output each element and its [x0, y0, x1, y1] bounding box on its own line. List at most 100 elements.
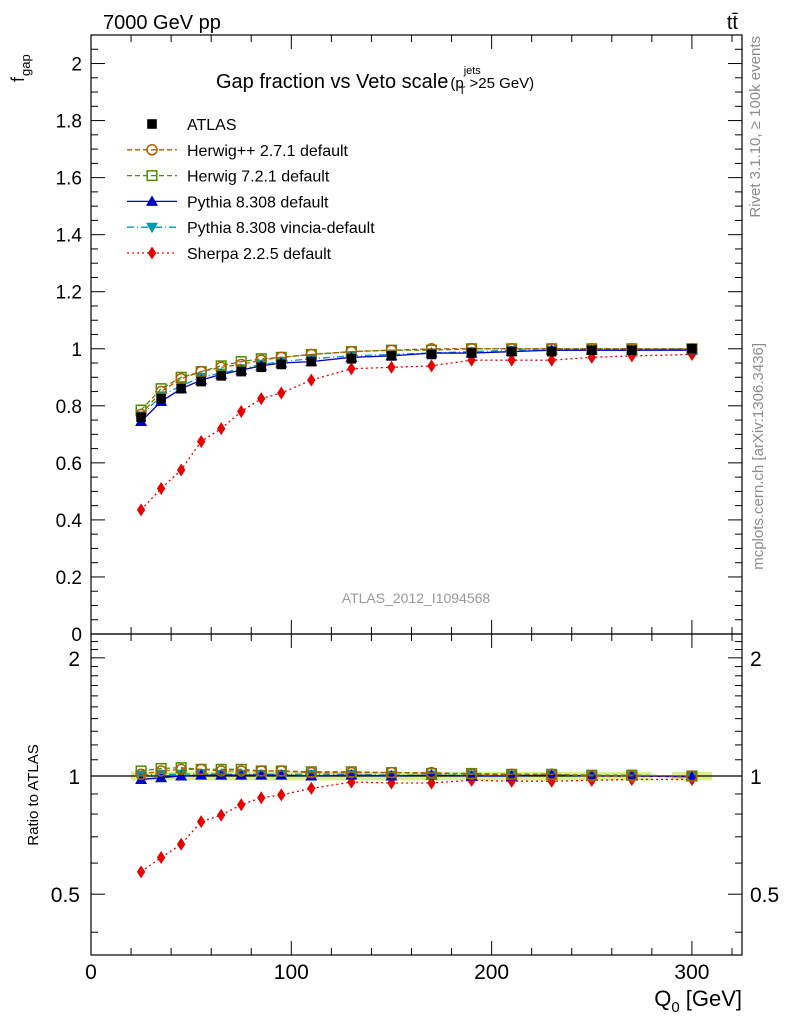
point-atlas	[687, 343, 697, 354]
point-sherpa	[176, 463, 186, 477]
ratio-point-sherpa	[307, 781, 316, 795]
point-atlas	[306, 356, 317, 367]
chart-title-sub: T	[459, 85, 466, 97]
ratio-line-sherpa	[140, 778, 692, 873]
ratio-series-sherpa	[136, 772, 697, 879]
legend-entry-sherpa: Sherpa 2.2.5 default	[127, 246, 332, 263]
legend-entry-pythia: Pythia 8.308 default	[127, 194, 329, 211]
series-vincia	[135, 344, 698, 422]
main-panel: 0 0.2 0.4 0.6 0.8 1 1.2 1.4 1.6 1.8 2 Gap fraction…	[8, 34, 743, 646]
chart-title-sup: jets	[463, 65, 482, 77]
main-y-ticks: 0 0.2 0.4 0.6 0.8 1 1.2 1.4 1.6 1.8 2	[56, 48, 742, 646]
main-y-tick-label: 0.8	[56, 397, 82, 418]
main-y-tick-label: 1.6	[56, 169, 82, 190]
ratio-point-sherpa	[507, 774, 516, 788]
point-sherpa	[507, 353, 516, 367]
legend-entry-herwigpp: Herwig++ 2.7.1 default	[127, 143, 349, 160]
point-atlas	[236, 366, 247, 377]
ratio-point-herwigpp	[305, 766, 318, 779]
ratio-point-herwigpp	[465, 768, 478, 781]
point-sherpa	[547, 353, 556, 367]
ratio-point-pythia	[305, 770, 318, 781]
ratio-point-herwigpp	[235, 765, 247, 777]
x-axis-label-unit: [GeV]	[686, 986, 742, 1011]
ratio-x-ticks: 0 100 200 300	[85, 634, 733, 984]
x-axis-label: Q0 [GeV]	[654, 986, 742, 1016]
ratio-point-sherpa	[547, 774, 556, 788]
ratio-y-tick-label-right: 1	[750, 766, 762, 789]
ratio-point-herwigpp	[586, 770, 598, 782]
y-axis-label: fgap	[8, 54, 33, 82]
ratio-point-herwigpp	[385, 766, 398, 779]
ratio-series-herwigpp	[135, 763, 698, 782]
point-atlas	[176, 383, 186, 394]
point-atlas	[216, 371, 226, 381]
point-herwigpp	[195, 365, 207, 378]
point-sherpa	[257, 392, 266, 406]
x-tick-label: 0	[85, 961, 97, 984]
series-pythia	[135, 344, 698, 426]
point-atlas	[546, 346, 557, 357]
mcplots-label: mcplots.cern.ch [arXiv:1306.3436]	[750, 343, 767, 570]
point-atlas	[386, 351, 397, 361]
main-y-tick-label: 1.2	[56, 283, 82, 304]
series-sherpa	[136, 347, 697, 517]
ratio-point-herwigpp	[275, 765, 288, 777]
legend-marker-vincia	[146, 222, 158, 234]
chart-title-close: >25 GeV)	[470, 75, 535, 92]
chart-title: Gap fraction vs Veto scale (pjets T >25 GeV…	[216, 65, 534, 97]
ratio-y-ticks: 0.5 0.5 1 1 2 2	[51, 641, 779, 933]
x-axis-label-sub: 0	[671, 999, 679, 1016]
point-atlas	[426, 349, 437, 360]
legend: ATLAS Herwig++ 2.7.1 default Herwig 7.2.1 …	[127, 117, 375, 263]
legend-marker-herwigpp	[146, 144, 158, 156]
point-atlas	[586, 345, 597, 355]
ratio-point-herwigpp	[155, 765, 167, 777]
x-axis-label-main: Q	[654, 986, 671, 1011]
series-line-sherpa	[140, 353, 692, 511]
ratio-point-herwigpp	[545, 768, 558, 781]
ratio-point-herwigpp	[215, 765, 227, 777]
main-y-tick-label: 1.8	[56, 112, 82, 133]
svg-text:fgap: fgap	[8, 54, 33, 82]
ratio-y-tick-label: 2	[68, 648, 80, 671]
legend-marker-pythia	[146, 195, 158, 206]
main-y-tick-label: 2	[71, 55, 82, 76]
legend-marker-herwig7	[146, 170, 158, 182]
point-sherpa	[277, 386, 286, 400]
legend-label-vincia: Pythia 8.308 vincia-default	[187, 220, 375, 237]
chart-title-main: Gap fraction vs Veto scale	[216, 71, 448, 93]
main-y-tick-label: 1.4	[56, 226, 83, 247]
point-sherpa	[307, 373, 316, 387]
ratio-point-pythia	[175, 770, 188, 781]
y-axis-label-sub: gap	[18, 54, 33, 76]
ratio-point-herwigpp	[175, 763, 187, 776]
legend-label-herwig7: Herwig 7.2.1 default	[187, 169, 330, 186]
ratio-point-sherpa	[196, 815, 206, 829]
point-atlas	[256, 362, 267, 373]
ratio-y-tick-label-right: 0.5	[750, 884, 779, 907]
point-sherpa	[427, 359, 436, 373]
ratio-plot-frame	[90, 633, 743, 956]
ratio-series-group	[135, 762, 698, 879]
header-energy-label: 7000 GeV pp	[103, 12, 221, 34]
point-atlas	[506, 346, 517, 357]
ratio-point-herwigpp	[135, 768, 147, 781]
point-herwigpp	[175, 372, 187, 385]
point-sherpa	[347, 362, 356, 376]
ratio-point-pythia	[685, 770, 698, 782]
point-herwigpp	[686, 343, 698, 355]
ratio-point-sherpa	[156, 851, 166, 865]
point-sherpa	[136, 503, 146, 517]
ratio-point-sherpa	[277, 788, 286, 802]
main-y-tick-label: 0.2	[56, 568, 82, 589]
main-y-tick-label: 0.4	[56, 511, 83, 532]
point-atlas	[156, 393, 166, 404]
ratio-point-herwigpp	[195, 763, 207, 776]
x-tick-label: 100	[274, 961, 309, 984]
ratio-point-sherpa	[257, 791, 266, 805]
ratio-y-axis-label: Ratio to ATLAS	[25, 744, 42, 845]
ratio-point-sherpa	[136, 865, 146, 879]
point-sherpa	[387, 360, 396, 374]
